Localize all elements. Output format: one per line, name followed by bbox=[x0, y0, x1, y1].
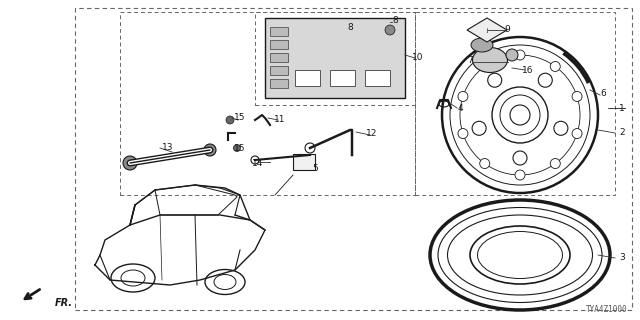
Circle shape bbox=[385, 25, 395, 35]
Bar bbox=[270, 66, 288, 75]
Text: 7: 7 bbox=[467, 55, 473, 65]
Bar bbox=[295, 70, 320, 86]
Bar bbox=[270, 40, 288, 49]
Text: 15: 15 bbox=[234, 113, 246, 122]
Bar bbox=[293, 154, 315, 170]
Circle shape bbox=[515, 50, 525, 60]
Circle shape bbox=[234, 145, 241, 151]
Circle shape bbox=[458, 129, 468, 139]
Text: 5: 5 bbox=[312, 164, 318, 172]
Circle shape bbox=[488, 73, 502, 87]
Text: 10: 10 bbox=[412, 52, 424, 61]
Text: 15: 15 bbox=[234, 143, 246, 153]
Circle shape bbox=[572, 92, 582, 101]
Text: 9: 9 bbox=[504, 25, 510, 34]
Text: 16: 16 bbox=[522, 66, 534, 75]
Circle shape bbox=[123, 156, 137, 170]
Text: 12: 12 bbox=[366, 129, 378, 138]
Bar bbox=[265, 18, 405, 98]
Text: 2: 2 bbox=[619, 127, 625, 137]
Text: 11: 11 bbox=[275, 115, 285, 124]
Circle shape bbox=[480, 158, 490, 169]
Ellipse shape bbox=[472, 47, 508, 73]
Text: 8: 8 bbox=[347, 22, 353, 31]
Text: 1: 1 bbox=[619, 103, 625, 113]
Circle shape bbox=[538, 73, 552, 87]
Circle shape bbox=[305, 143, 315, 153]
Circle shape bbox=[554, 121, 568, 135]
Circle shape bbox=[480, 61, 490, 71]
Bar bbox=[270, 27, 288, 36]
Circle shape bbox=[251, 156, 259, 164]
Ellipse shape bbox=[471, 38, 493, 52]
Circle shape bbox=[472, 121, 486, 135]
Circle shape bbox=[458, 92, 468, 101]
Circle shape bbox=[513, 151, 527, 165]
Circle shape bbox=[226, 116, 234, 124]
Text: 13: 13 bbox=[163, 142, 173, 151]
Circle shape bbox=[550, 158, 560, 169]
Polygon shape bbox=[467, 18, 507, 42]
Text: TYA4Z1000: TYA4Z1000 bbox=[586, 305, 628, 314]
Text: J: J bbox=[486, 28, 488, 33]
Circle shape bbox=[506, 49, 518, 61]
Bar bbox=[365, 70, 390, 86]
Text: 3: 3 bbox=[619, 252, 625, 261]
Text: 14: 14 bbox=[252, 158, 264, 167]
Text: 4: 4 bbox=[457, 103, 463, 113]
Text: 6: 6 bbox=[600, 89, 606, 98]
Circle shape bbox=[204, 144, 216, 156]
Bar bbox=[330, 70, 355, 86]
Circle shape bbox=[515, 170, 525, 180]
Text: 8: 8 bbox=[392, 15, 398, 25]
Bar bbox=[270, 53, 288, 62]
Text: FR.: FR. bbox=[55, 298, 73, 308]
Bar bbox=[270, 79, 288, 88]
Circle shape bbox=[550, 61, 560, 71]
Circle shape bbox=[572, 129, 582, 139]
